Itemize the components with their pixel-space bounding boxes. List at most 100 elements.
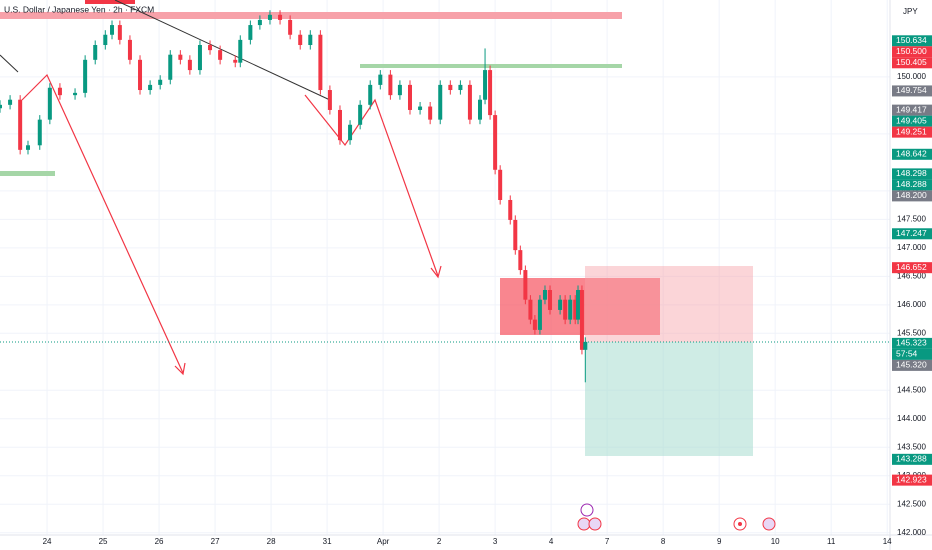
candle-body [438,84,443,120]
candle-body [458,84,463,91]
price-tag [892,57,932,69]
y-tick-label: 147.500 [897,214,926,223]
price-tag-label: 149.405 [896,115,927,125]
price-tag-label: 142.923 [896,474,927,484]
candle-body [513,219,518,251]
countdown: 57:54 [896,349,918,359]
x-tick-label: Apr [377,537,390,546]
candle-body [308,34,313,46]
price-tag [892,35,932,47]
candle-body [498,169,503,200]
candle-body [493,115,498,170]
candle-body [47,87,52,120]
candle-body [288,19,293,35]
price-tag [892,359,932,371]
price-tag-label: 145.323 [896,338,927,348]
candle-body [148,84,153,91]
candle-body [318,34,323,91]
y-tick-label: 145.500 [897,328,926,337]
event-icon [580,503,594,517]
drawings [0,0,890,531]
x-tick-label: 8 [661,537,666,546]
price-tag-label: 148.288 [896,179,927,189]
arrow-head [430,265,442,279]
arrow [304,94,439,277]
x-tick-label: 10 [771,537,780,546]
candle-body [278,14,283,20]
x-tick-label: 9 [717,537,722,546]
stop-zone [585,266,753,342]
price-tag [892,337,932,349]
price-tag [892,46,932,58]
candle-body [542,290,547,300]
price-tag-label: 145.320 [896,360,927,370]
candle-body [528,299,533,320]
price-tag [892,168,932,180]
price-tag [892,148,932,160]
currency: JPY [903,7,918,16]
candle-body [532,319,537,330]
price-tag [892,453,932,465]
candle-body [248,25,253,40]
candle-body [428,106,433,120]
candle-body [0,104,2,109]
support-line [360,64,622,68]
y-tick-label: 146.000 [897,300,926,309]
price-tag [892,179,932,191]
candle-body [573,299,578,320]
x-tick-label: 11 [827,537,836,546]
price-tag-label: 149.251 [896,126,927,136]
trend-line [0,54,19,73]
event-icon [738,522,742,526]
price-tag [892,190,932,202]
arrow [21,73,184,374]
price-tag-label: 149.754 [896,85,927,95]
candle-body [548,290,553,310]
support-zone [0,171,55,176]
candle-body [523,270,528,300]
y-tick-label: 142.000 [897,528,926,537]
candle-body [368,84,373,105]
event-icon [588,517,602,531]
candle-body [576,290,581,320]
x-tick-label: 28 [267,537,276,546]
price-tag-label: 147.247 [896,228,927,238]
x-tick-label: 31 [323,537,332,546]
arrow-head [174,362,186,376]
price-tag [892,228,932,240]
candle-body [218,50,223,60]
y-tick-label: 142.500 [897,499,926,508]
candle-body [298,34,303,46]
candle-body [397,84,402,96]
candle-body [257,19,262,26]
price-tag [892,104,932,116]
candle-body [378,74,383,85]
countdown-tag [892,348,932,360]
price-tag-label: 149.417 [896,104,927,114]
candle-body [8,99,13,105]
candle-body [57,87,62,96]
price-tag-label: 150.405 [896,57,927,67]
x-tick-label: 3 [493,537,498,546]
price-tag [892,474,932,486]
candle-body [267,14,272,20]
candle-body [537,299,542,330]
candle-body [127,39,132,60]
candle-body [358,104,363,125]
x-tick-label: 24 [43,537,52,546]
event-icon [762,517,776,531]
candle-body [337,109,342,141]
y-tick-label: 150.000 [897,72,926,81]
candle-body [168,54,173,80]
candle-body [238,39,243,63]
candle-body [388,74,393,96]
candle-body [110,25,115,35]
price-tag-label: 143.288 [896,454,927,464]
candle-body [568,299,573,320]
event-icon [577,517,591,531]
x-tick-label: 14 [883,537,892,546]
price-tag-label: 148.642 [896,149,927,159]
candle-body [83,59,88,93]
candle-body [579,290,584,350]
